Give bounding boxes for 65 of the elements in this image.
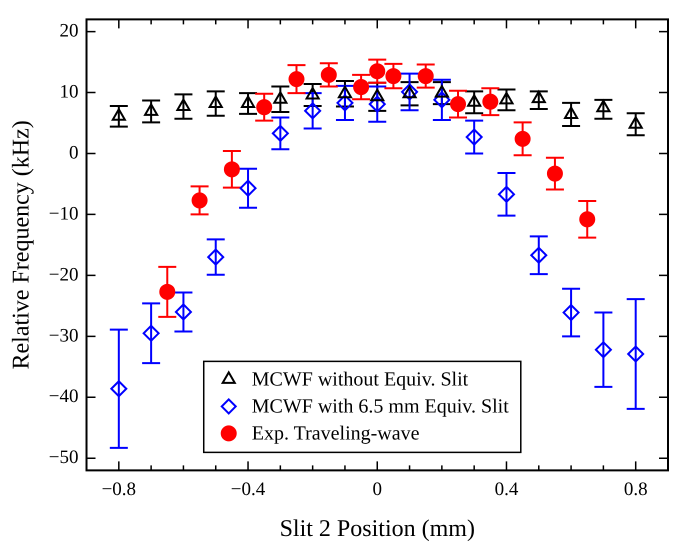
x-axis-title: Slit 2 Position (mm)	[280, 516, 475, 542]
point	[142, 324, 160, 342]
point	[530, 246, 548, 264]
point	[272, 124, 289, 142]
x-tick-label: 0.8	[624, 478, 648, 500]
point	[594, 341, 612, 358]
point	[466, 128, 483, 146]
point	[514, 130, 531, 147]
x-tick-label: 0	[372, 478, 382, 500]
y-tick-label: −20	[48, 264, 79, 286]
point	[628, 116, 643, 129]
point	[385, 68, 402, 84]
y-tick-label: 0	[69, 142, 79, 164]
point	[562, 304, 580, 322]
point	[482, 94, 498, 110]
x-tick-label: 0.4	[494, 478, 519, 500]
y-tick-label: −10	[48, 203, 79, 224]
point	[418, 68, 434, 84]
legend-label: Exp. Traveling-wave	[252, 422, 420, 445]
point	[159, 284, 176, 300]
point	[304, 102, 322, 120]
point	[320, 66, 337, 83]
point	[240, 180, 257, 197]
point	[256, 99, 272, 116]
point	[174, 303, 192, 320]
y-tick-label: 10	[60, 82, 79, 103]
point	[338, 86, 352, 98]
point	[112, 108, 126, 121]
point	[532, 90, 546, 104]
point	[207, 248, 224, 266]
point	[144, 103, 158, 116]
point	[224, 161, 240, 178]
point	[192, 192, 208, 208]
point	[627, 345, 644, 362]
point	[499, 92, 514, 104]
point	[306, 86, 320, 100]
y-axis-title: Relative Frequency (kHz)	[8, 120, 35, 370]
y-tick-label: −30	[48, 325, 79, 346]
point	[110, 380, 128, 398]
legend-label: MCWF without Equiv. Slit	[252, 368, 469, 391]
point	[433, 91, 450, 108]
point	[240, 96, 256, 108]
y-tick-label: 20	[60, 20, 79, 42]
point	[467, 94, 482, 107]
point	[208, 96, 223, 108]
point	[564, 106, 578, 119]
y-tick-label: −50	[48, 447, 79, 468]
point	[176, 98, 190, 112]
point	[596, 100, 610, 112]
point	[498, 186, 515, 203]
point	[370, 88, 384, 102]
point	[368, 96, 386, 113]
y-tick-label: −40	[48, 386, 79, 408]
point	[273, 91, 288, 104]
point	[369, 63, 386, 80]
point	[288, 71, 304, 88]
point	[353, 79, 370, 96]
point	[546, 166, 563, 182]
x-tick-label: −0.4	[230, 478, 266, 500]
point	[336, 94, 354, 112]
point	[450, 96, 466, 112]
x-tick-label: −0.8	[102, 478, 136, 500]
point	[434, 85, 449, 98]
point	[579, 211, 596, 228]
legend-label: MCWF with 6.5 mm Equiv. Slit	[252, 396, 510, 418]
